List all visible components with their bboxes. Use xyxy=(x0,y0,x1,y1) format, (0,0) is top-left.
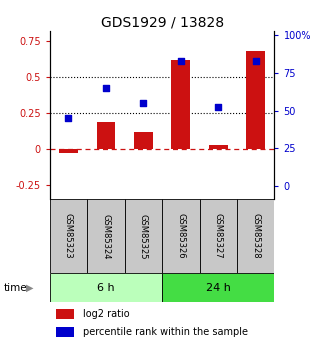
Text: GSM85326: GSM85326 xyxy=(176,214,185,259)
Bar xyxy=(87,199,125,273)
Bar xyxy=(125,199,162,273)
Text: 6 h: 6 h xyxy=(97,283,115,293)
Text: percentile rank within the sample: percentile rank within the sample xyxy=(83,327,248,337)
Text: GSM85324: GSM85324 xyxy=(101,214,110,259)
Bar xyxy=(162,273,274,302)
Bar xyxy=(209,145,228,149)
Text: GSM85327: GSM85327 xyxy=(214,214,223,259)
Text: ▶: ▶ xyxy=(26,283,34,293)
Bar xyxy=(56,309,74,319)
Text: time: time xyxy=(3,283,27,293)
Bar xyxy=(56,327,74,337)
Bar xyxy=(171,60,190,149)
Bar xyxy=(50,273,162,302)
Point xyxy=(178,58,183,63)
Bar xyxy=(200,199,237,273)
Point xyxy=(216,105,221,110)
Point xyxy=(253,58,258,63)
Text: GSM85325: GSM85325 xyxy=(139,214,148,259)
Point xyxy=(141,100,146,106)
Text: GSM85328: GSM85328 xyxy=(251,214,260,259)
Bar xyxy=(97,122,115,149)
Bar xyxy=(162,199,200,273)
Text: log2 ratio: log2 ratio xyxy=(83,309,130,319)
Bar xyxy=(59,149,78,154)
Bar xyxy=(237,199,274,273)
Point xyxy=(103,85,108,91)
Title: GDS1929 / 13828: GDS1929 / 13828 xyxy=(100,16,224,30)
Bar xyxy=(50,199,87,273)
Bar xyxy=(247,51,265,149)
Bar xyxy=(134,132,153,149)
Text: 24 h: 24 h xyxy=(206,283,231,293)
Point xyxy=(66,115,71,121)
Text: GSM85323: GSM85323 xyxy=(64,214,73,259)
